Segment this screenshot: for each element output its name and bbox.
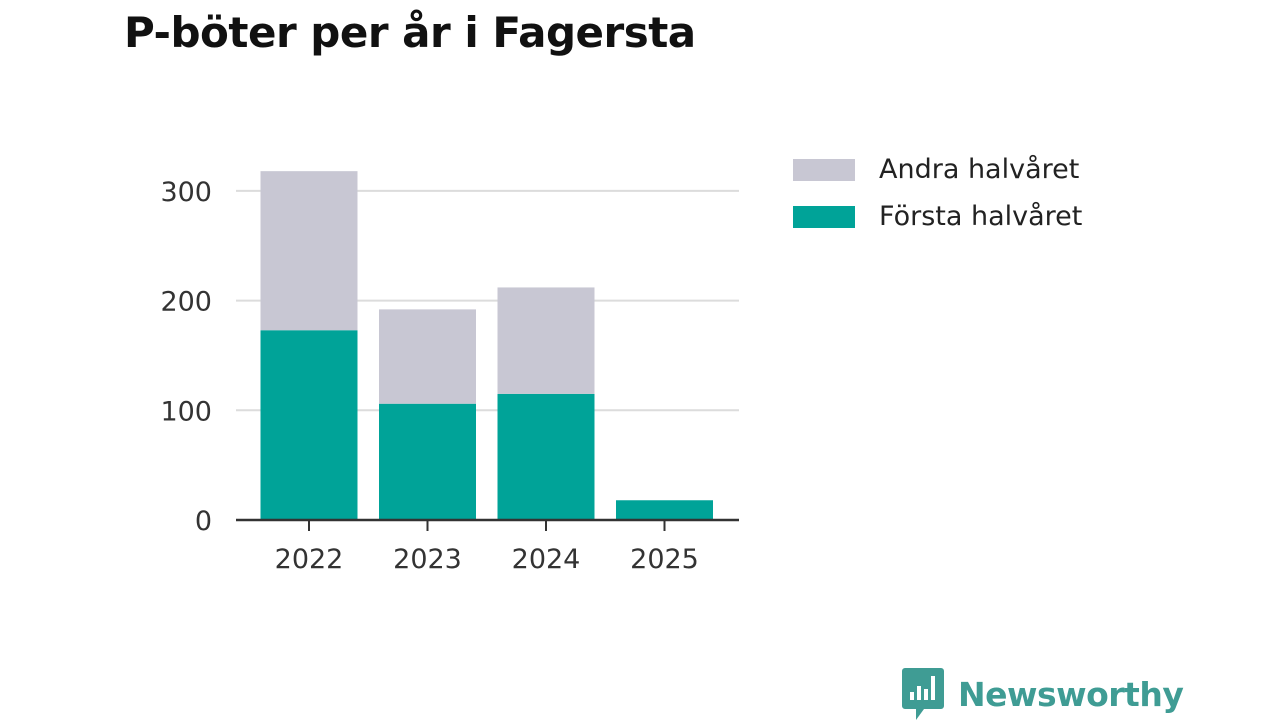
chart-legend: Andra halvåret Första halvåret: [793, 146, 1082, 240]
bar-forsta-halvaret-2025: [616, 500, 713, 520]
legend-swatch-forsta-halvaret: [793, 205, 855, 228]
newsworthy-brand: Newsworthy: [902, 668, 1184, 720]
y-tick-label-100: 100: [160, 396, 212, 427]
legend-label-andra-halvaret: Andra halvåret: [879, 154, 1080, 185]
y-tick-label-300: 300: [160, 177, 212, 208]
stacked-bar-chart: 0 100 200 300 2022 2023 2024 2025: [160, 171, 739, 575]
x-tick-label-2025: 2025: [630, 544, 699, 575]
bar-forsta-halvaret-2023: [379, 403, 476, 520]
x-tick-label-2022: 2022: [275, 544, 344, 575]
bar-andra-halvaret-2023: [379, 309, 476, 404]
bar-andra-halvaret-2024: [497, 287, 595, 394]
legend-label-forsta-halvaret: Första halvåret: [879, 201, 1083, 232]
bar-forsta-halvaret-2022: [260, 330, 358, 520]
bar-andra-halvaret-2022: [260, 171, 358, 331]
chart-title: P-böter per år i Fagersta: [124, 8, 696, 57]
legend-item-andra-halvaret: Andra halvåret: [793, 146, 1082, 193]
brand-name: Newsworthy: [958, 674, 1184, 714]
legend-item-forsta-halvaret: Första halvåret: [793, 193, 1082, 240]
bar-forsta-halvaret-2024: [497, 393, 595, 520]
legend-swatch-andra-halvaret: [793, 158, 855, 181]
x-tick-label-2024: 2024: [512, 544, 581, 575]
newsworthy-logo-icon: [902, 668, 944, 720]
y-tick-label-0: 0: [195, 506, 212, 537]
x-tick-label-2023: 2023: [393, 544, 462, 575]
y-tick-label-200: 200: [160, 287, 212, 318]
